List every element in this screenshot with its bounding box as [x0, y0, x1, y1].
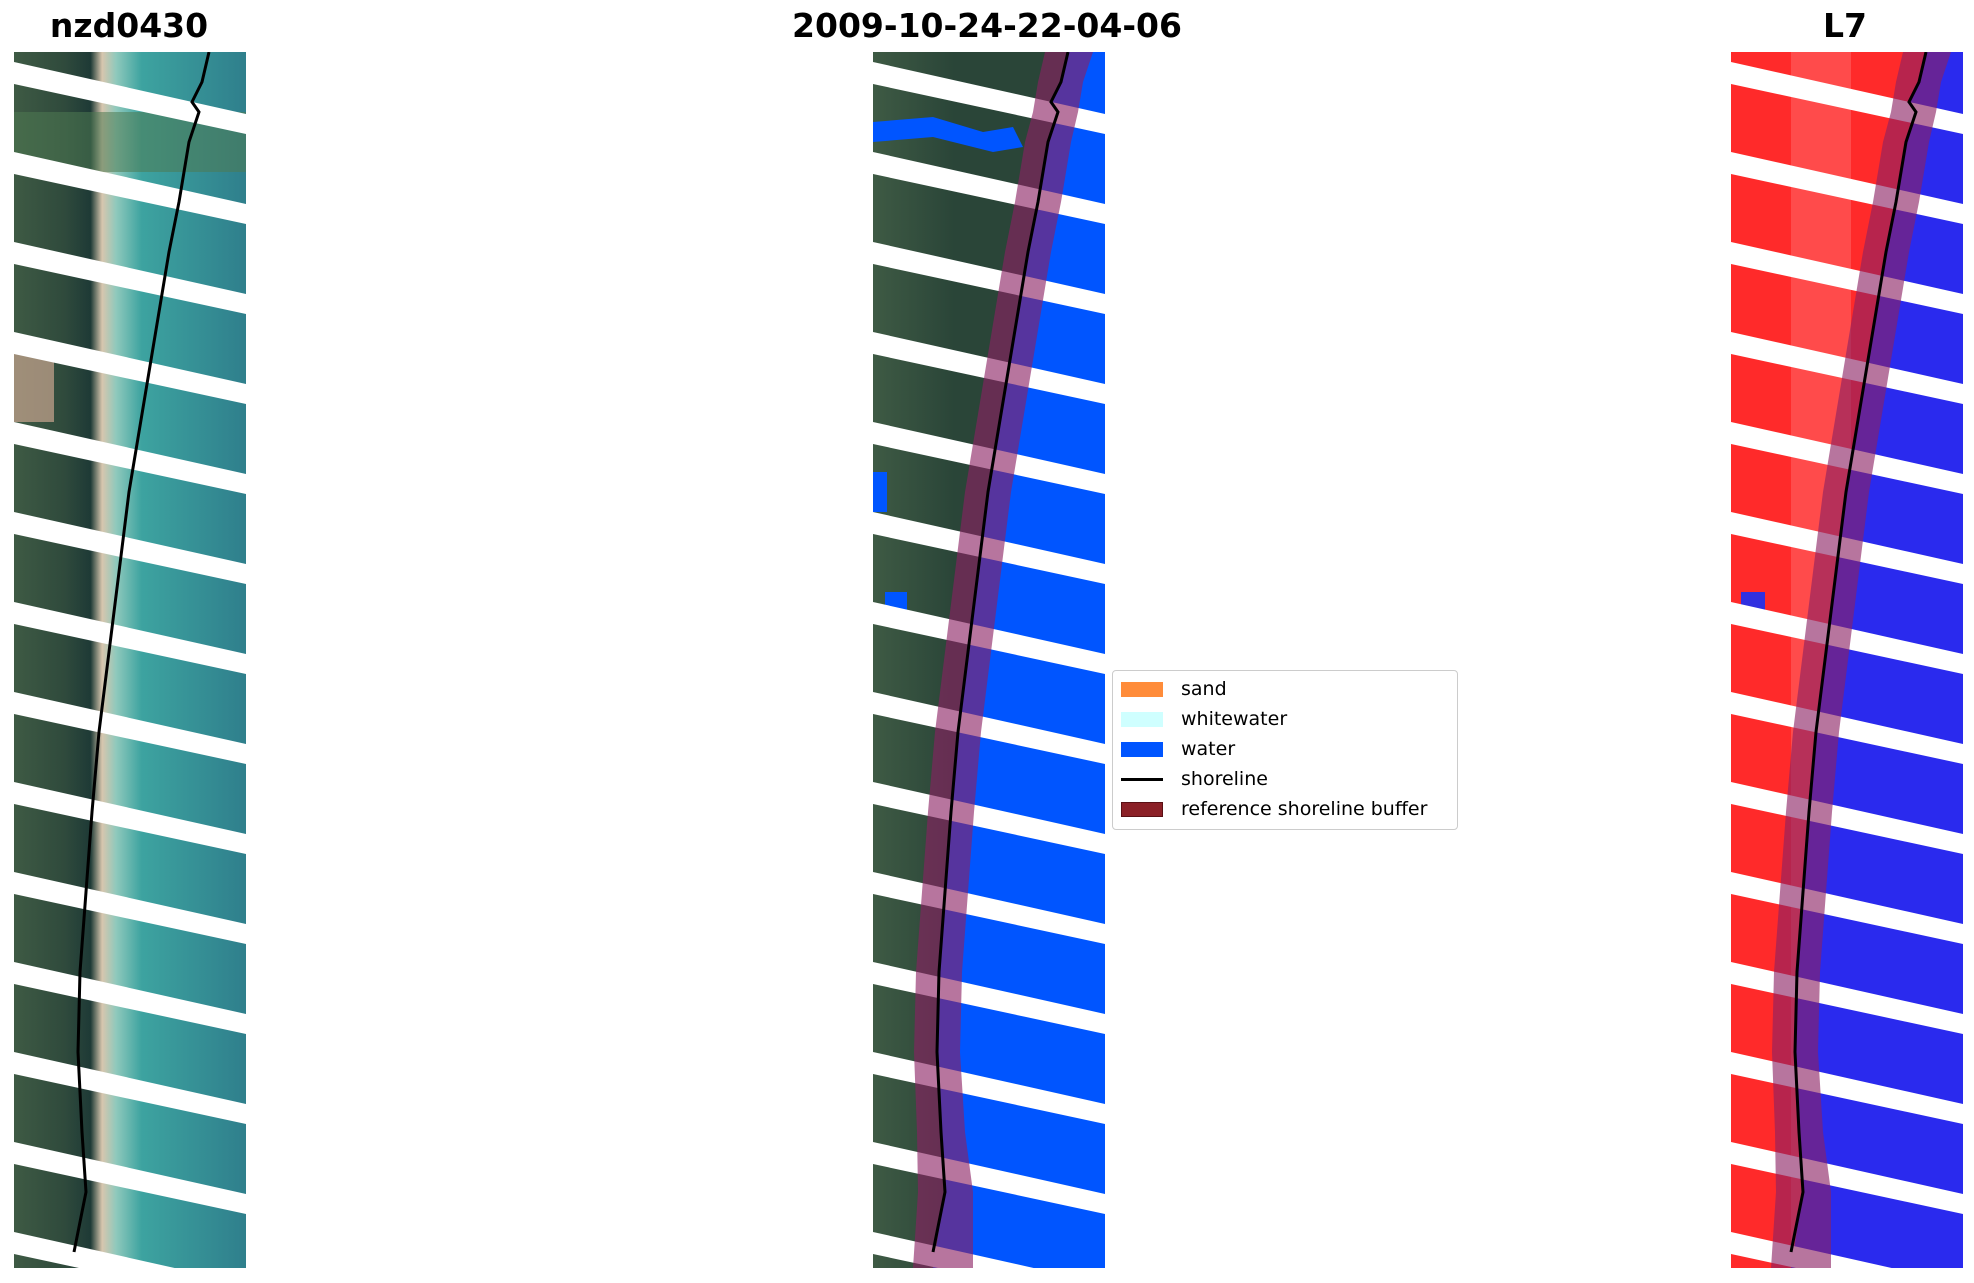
scan-gap-stripe — [1731, 692, 1963, 764]
legend-item-reference-buffer: reference shoreline buffer — [1121, 797, 1427, 821]
scan-gap-stripe — [14, 152, 246, 224]
scan-gap-stripe — [14, 1142, 246, 1214]
legend-label: reference shoreline buffer — [1181, 798, 1428, 820]
panel-title-rgb: nzd0430 — [49, 6, 209, 45]
shoreline-line — [931, 52, 1070, 1253]
scan-gap-stripe — [14, 782, 246, 854]
scan-gap-stripe — [14, 1232, 175, 1268]
legend-item-water: water — [1121, 737, 1235, 761]
water-swatch — [1121, 741, 1163, 757]
reference-shoreline-buffer — [1771, 52, 1951, 1268]
scan-gap-stripe — [14, 602, 246, 674]
scan-gap-stripe — [14, 1052, 246, 1124]
legend-label: water — [1181, 738, 1236, 760]
scan-gap-stripe — [14, 692, 246, 764]
shoreline-line — [1789, 52, 1928, 1253]
scan-gap-stripe — [14, 242, 246, 314]
legend-item-sand: sand — [1121, 677, 1227, 701]
water-index — [1791, 52, 1963, 1268]
shoreline-line — [72, 52, 211, 1253]
reference-shoreline-buffer — [913, 52, 1093, 1268]
whitewater-swatch — [1121, 711, 1163, 727]
scan-gap-stripe — [1731, 242, 1963, 314]
shoreline-swatch — [1121, 772, 1163, 787]
scan-gap-stripe — [14, 512, 246, 584]
scan-gap-stripe — [14, 422, 246, 494]
legend: sand whitewater water shoreline referenc… — [1112, 670, 1458, 830]
sand-swatch — [1121, 681, 1163, 697]
scan-gap-stripe — [873, 242, 1105, 314]
legend-item-whitewater: whitewater — [1121, 707, 1287, 731]
legend-item-shoreline: shoreline — [1121, 767, 1268, 791]
scan-gap-stripe — [14, 962, 246, 1034]
panel-title-classified: 2009-10-24-22-04-06 — [792, 6, 1182, 45]
rgb-image-panel — [14, 52, 246, 1268]
water-class — [933, 52, 1105, 1268]
legend-label: whitewater — [1181, 708, 1288, 730]
scan-gap-stripe — [14, 62, 246, 134]
classified-image-panel — [873, 52, 1105, 1268]
scan-gap-stripe — [873, 692, 1105, 764]
legend-label: shoreline — [1181, 768, 1268, 790]
panel-title-mndwi: L7 — [1823, 6, 1867, 45]
reference-buffer-swatch — [1121, 801, 1163, 817]
mndwi-image-panel — [1731, 52, 1963, 1268]
scan-gap-stripe — [14, 332, 246, 404]
legend-label: sand — [1181, 678, 1227, 700]
scan-gap-stripe — [14, 872, 246, 944]
